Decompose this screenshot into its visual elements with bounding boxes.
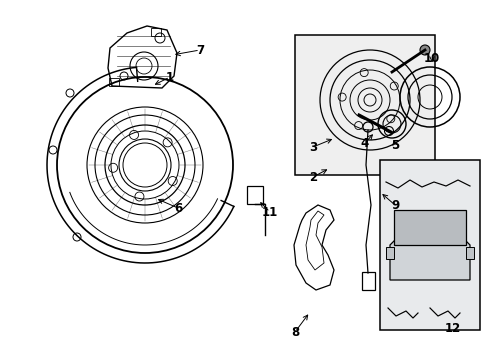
Text: 8: 8 [290,325,299,338]
Bar [246,186,263,204]
Text: 10: 10 [423,51,439,64]
Text: 4: 4 [360,136,368,149]
Text: 1: 1 [165,71,174,84]
Text: 9: 9 [390,198,398,212]
Text: 12: 12 [444,321,460,334]
Text: 2: 2 [308,171,316,184]
Bar [361,272,374,290]
Text: 5: 5 [390,139,398,152]
Polygon shape [389,237,469,280]
Bar [109,78,119,86]
Bar [465,247,473,259]
Bar [151,28,161,36]
FancyBboxPatch shape [379,160,479,330]
Text: 11: 11 [262,206,278,219]
Text: 7: 7 [196,44,203,57]
Bar [385,247,393,259]
Text: 3: 3 [308,140,316,153]
Circle shape [419,45,429,55]
Text: 6: 6 [174,202,182,215]
Polygon shape [393,210,465,245]
FancyBboxPatch shape [294,35,434,175]
